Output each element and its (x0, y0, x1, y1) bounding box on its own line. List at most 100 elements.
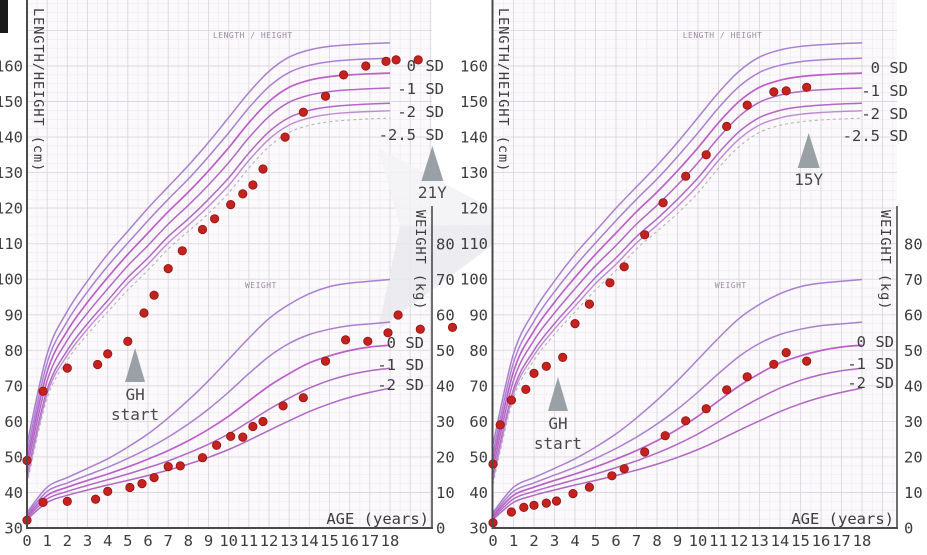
weight-tick-label: 80 (904, 236, 923, 254)
weight-data-point (742, 372, 752, 382)
grid-minor (492, 0, 897, 528)
height-sd-label: -2 SD (861, 105, 908, 123)
height-data-point (413, 55, 423, 65)
height-tick-label: 60 (4, 413, 23, 431)
weight-data-point (175, 461, 185, 471)
weight-curve-inline-label: WEIGHT (715, 281, 747, 290)
height-sd-label: 0 SD (407, 57, 444, 75)
height-data-point (361, 61, 371, 71)
age-tick-label: 7 (163, 532, 172, 550)
height-data-point (658, 198, 668, 208)
height-tick-label: 80 (4, 342, 23, 360)
age-tick-label: 6 (143, 532, 152, 550)
age-tick-label: 18 (381, 532, 400, 550)
weight-sd-label: 0 SD (857, 333, 894, 351)
height-data-point (681, 171, 691, 181)
age-tick-label: 12 (730, 532, 749, 550)
height-data-point (197, 224, 208, 235)
height-tick-label: 50 (469, 448, 488, 466)
end-marker-arrow (421, 146, 444, 181)
height-tick-label: 160 (0, 57, 23, 75)
height-data-point (769, 87, 779, 97)
height-data-point (320, 91, 331, 101)
patient-data-points (488, 82, 812, 528)
weight-sd-label: -1 SD (847, 355, 894, 373)
plot-area (492, 0, 897, 528)
weight-curve-inline-label: WEIGHT (245, 281, 277, 290)
weight-data-point (393, 310, 403, 320)
age-tick-label: 1 (42, 532, 51, 550)
age-tick-label: 1 (509, 532, 518, 550)
height-curve-+1sd (27, 57, 391, 453)
weight-curve-+2sd (27, 278, 391, 513)
weight-tick-label: 70 (436, 271, 455, 289)
weight-sd-label: -2 SD (377, 376, 424, 394)
weight-data-point (519, 502, 529, 512)
height-curve--2.5sd (492, 110, 863, 481)
weight-tick-label: 60 (904, 307, 923, 325)
weight-tick-label: 50 (436, 342, 455, 360)
age-tick-label: 16 (340, 532, 359, 550)
scan-artifact (0, 0, 8, 33)
height-data-point (163, 263, 173, 274)
age-tick-label: 2 (529, 532, 538, 550)
weight-axis-title: WEIGHT (kg) (877, 210, 893, 310)
weight-data-point (248, 421, 258, 432)
weight-data-point (212, 440, 222, 450)
height-tick-label: 80 (469, 342, 488, 360)
left-chart: 1601501401301201101009080706050403080706… (0, 0, 521, 550)
weight-curve--1sd (492, 367, 863, 519)
weight-data-point (238, 432, 248, 442)
weight-tick-label: 40 (436, 378, 455, 396)
age-tick-label: 16 (812, 532, 831, 550)
height-data-point (605, 278, 615, 288)
weight-data-point (681, 416, 691, 426)
height-data-point (177, 246, 187, 256)
height-curve-0sd (492, 72, 863, 461)
age-tick-label: 12 (260, 532, 279, 550)
weight-curve-+1sd (27, 321, 391, 515)
weight-data-point (197, 453, 208, 463)
age-tick-label: 9 (673, 532, 682, 550)
height-tick-label: 30 (4, 520, 23, 538)
weight-data-point (781, 347, 791, 358)
weight-tick-label: 50 (904, 342, 923, 360)
age-tick-label: 4 (570, 532, 579, 550)
age-tick-label: 2 (63, 532, 72, 550)
weight-axis-title: WEIGHT (kg) (412, 210, 428, 310)
height-tick-label: 40 (469, 484, 488, 502)
age-tick-label: 11 (709, 532, 728, 550)
height-data-point (226, 200, 236, 210)
height-tick-label: 90 (469, 306, 488, 324)
weight-tick-label: 0 (436, 520, 445, 538)
weight-data-point (506, 507, 516, 517)
height-data-point (123, 336, 133, 346)
weight-data-point (660, 431, 670, 441)
height-tick-label: 150 (460, 93, 488, 111)
height-tick-label: 30 (469, 520, 488, 538)
height-data-point (149, 290, 159, 300)
weight-data-point (640, 447, 650, 457)
gh-start-arrow (125, 348, 146, 382)
weight-data-point (568, 488, 578, 499)
height-data-point (521, 384, 531, 394)
x-axis-label: AGE (years) (791, 510, 894, 528)
weight-data-point (226, 431, 236, 441)
weight-data-point (363, 336, 373, 346)
height-axis-title: LENGTH/HEIGHT (cm) (495, 8, 511, 172)
height-curve-+1sd (492, 57, 863, 453)
end-marker-text: 21Y (418, 183, 447, 202)
height-tick-label: 70 (469, 377, 488, 395)
height-data-point (38, 386, 48, 396)
height-data-point (781, 86, 791, 96)
height-data-point (495, 420, 505, 430)
weight-tick-label: 30 (436, 413, 455, 431)
gh-start-text: start (111, 405, 159, 424)
gh-start-text: GH (125, 385, 144, 404)
height-curve-+2sd (27, 42, 391, 445)
age-tick-label: 3 (550, 532, 559, 550)
height-sd-label: -2.5 SD (379, 126, 444, 144)
weight-data-point (551, 496, 562, 506)
